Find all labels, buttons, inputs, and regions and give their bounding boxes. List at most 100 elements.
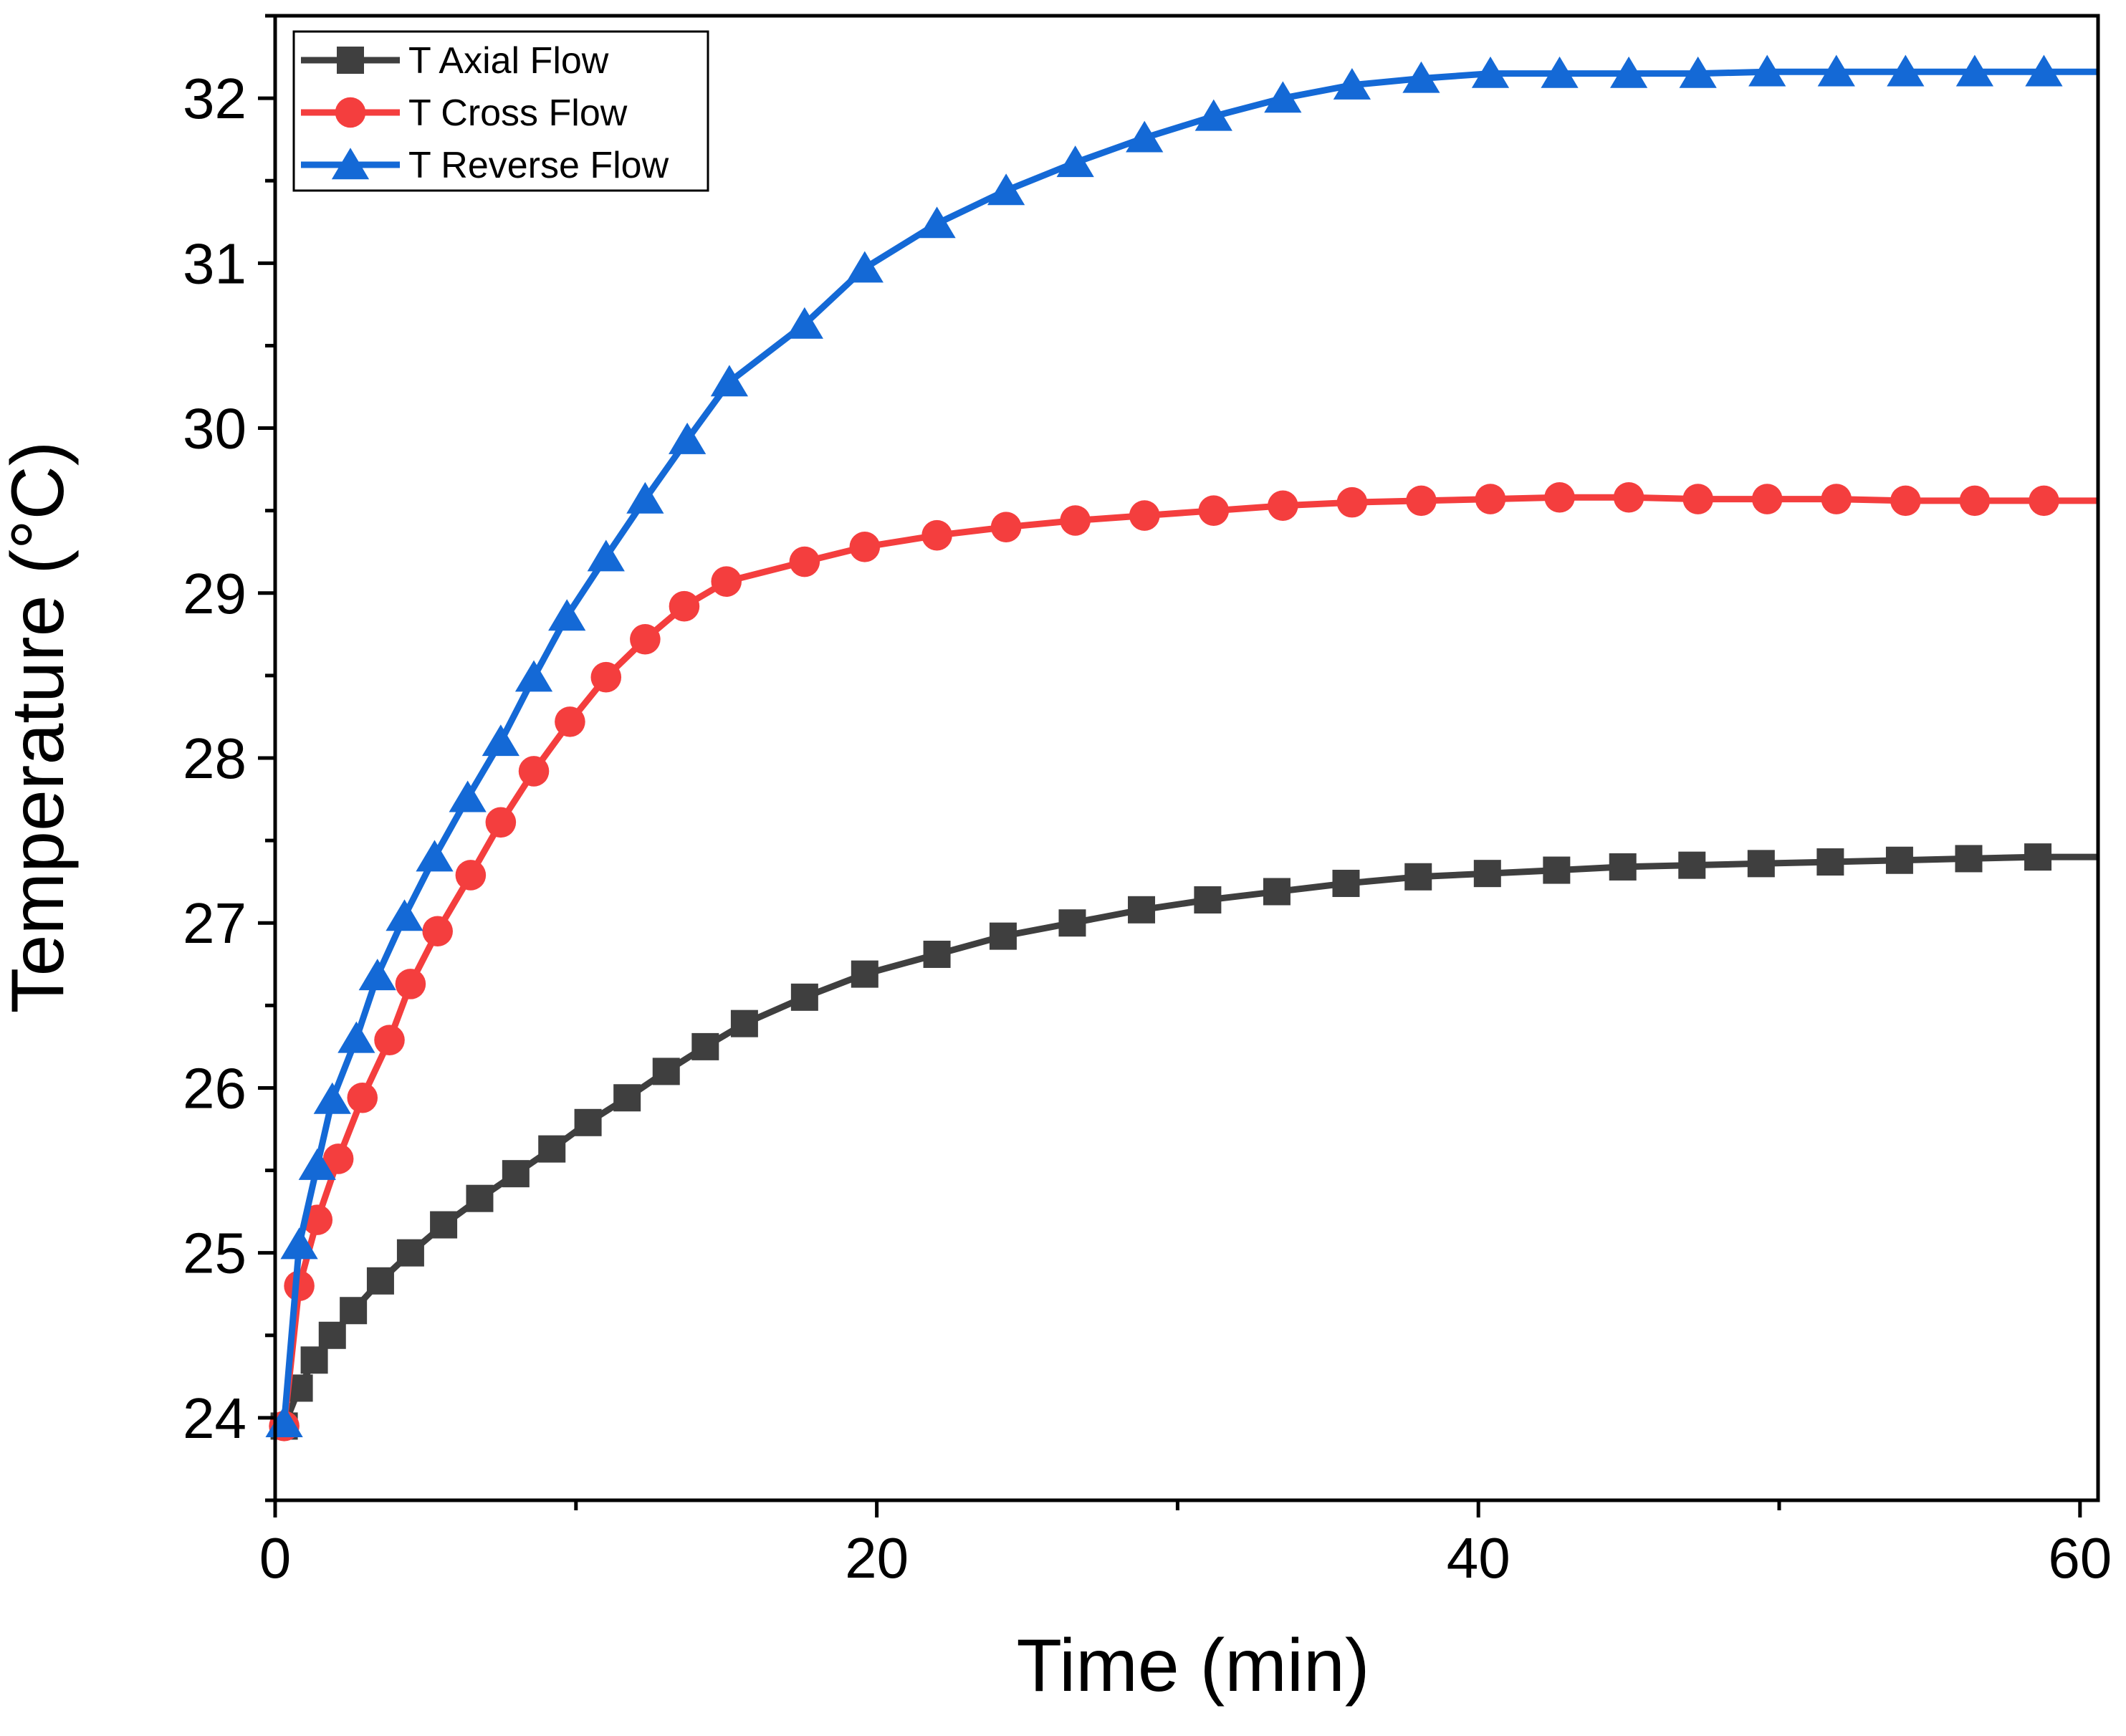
data-point [921,519,952,551]
data-point [386,899,423,931]
data-point [1263,878,1291,906]
y-axis-title: Temperature (°C) [0,441,80,1014]
legend-label: T Cross Flow [408,92,628,134]
data-point [587,539,625,572]
data-point [1955,845,1983,873]
data-point [514,660,553,692]
data-point [1126,120,1164,153]
data-point [1194,99,1232,131]
y-tick-label: 27 [183,891,246,955]
data-point [449,780,487,812]
data-point [691,1032,719,1060]
data-point [1959,485,1991,517]
data-point [502,1160,530,1188]
data-point [1679,56,1717,88]
data-point [918,206,956,239]
data-point [630,623,661,655]
data-point [626,481,664,514]
x-tick-label: 20 [845,1526,909,1590]
data-point [652,1058,680,1085]
data-point [1885,846,1913,874]
data-point [430,1211,458,1239]
y-tick-label: 24 [183,1386,246,1450]
plot-frame [273,14,2100,1502]
data-point [538,1135,566,1163]
data-point [669,590,700,622]
data-point [711,566,742,597]
legend: T Axial Flow T Cross Flow T Reverse Flow [292,30,709,192]
data-point [366,1267,394,1295]
data-point [1682,484,1713,514]
data-point [1198,495,1230,526]
plot-area [265,54,2100,1442]
data-point [284,1270,315,1301]
data-point [318,1321,346,1349]
y-tick-label: 29 [183,562,246,625]
data-point [785,307,823,339]
data-point [1817,54,1855,87]
data-point [789,546,820,577]
y-tick-label: 26 [183,1056,246,1120]
data-point [2029,485,2059,517]
y-tick-label: 28 [183,726,246,790]
data-point [923,940,951,968]
series-line [281,68,2100,1426]
data-point [669,422,707,454]
legend-entry: T Reverse Flow [301,145,669,186]
data-point [485,807,517,838]
series-t-cross-flow [269,481,2100,1442]
data-point [518,756,550,787]
x-tick-label: 40 [1447,1526,1510,1590]
data-point [1471,56,1510,88]
data-point [1333,67,1371,100]
data-point [851,960,878,988]
data-point [1609,56,1648,88]
data-point [1332,869,1360,897]
data-point [1060,505,1091,536]
data-point [730,1010,758,1037]
y-tick-label: 30 [183,397,246,461]
data-point [395,969,426,999]
data-point [555,706,585,737]
legend-entry: T Axial Flow [301,40,609,82]
y-tick-label: 31 [183,231,246,295]
data-point [1128,896,1156,924]
data-point [590,661,622,693]
data-point [1609,853,1637,881]
data-point [358,959,396,991]
data-point [1475,484,1506,514]
data-point [1678,851,1706,879]
series-t-axial-flow [270,843,2100,1440]
data-point [1129,500,1160,531]
data-point [313,1082,351,1114]
data-point [710,365,749,397]
legend-label: T Reverse Flow [408,145,669,186]
data-point [1404,863,1432,891]
data-point [280,1227,318,1260]
y-tick-label: 32 [183,67,246,130]
data-point [790,983,818,1011]
x-axis: 0 20 40 60 [259,1500,2112,1590]
data-point [422,916,453,947]
data-point [1336,486,1368,518]
data-point [987,173,1025,206]
data-point [396,1239,424,1267]
data-point [1406,485,1437,517]
data-point [1544,481,1575,513]
data-point [482,724,519,757]
data-point [1748,54,1786,87]
data-point [1473,860,1501,888]
data-point [347,1082,378,1113]
data-point [1955,54,1994,87]
data-point [1613,481,1644,513]
data-point [1747,850,1775,878]
data-point [1887,54,1925,87]
data-point [849,532,881,562]
x-tick-label: 60 [2048,1526,2112,1590]
data-point [1543,856,1571,884]
data-point [1541,56,1579,88]
data-point [1194,886,1222,913]
data-point [613,1084,641,1112]
legend-marker [337,47,364,74]
